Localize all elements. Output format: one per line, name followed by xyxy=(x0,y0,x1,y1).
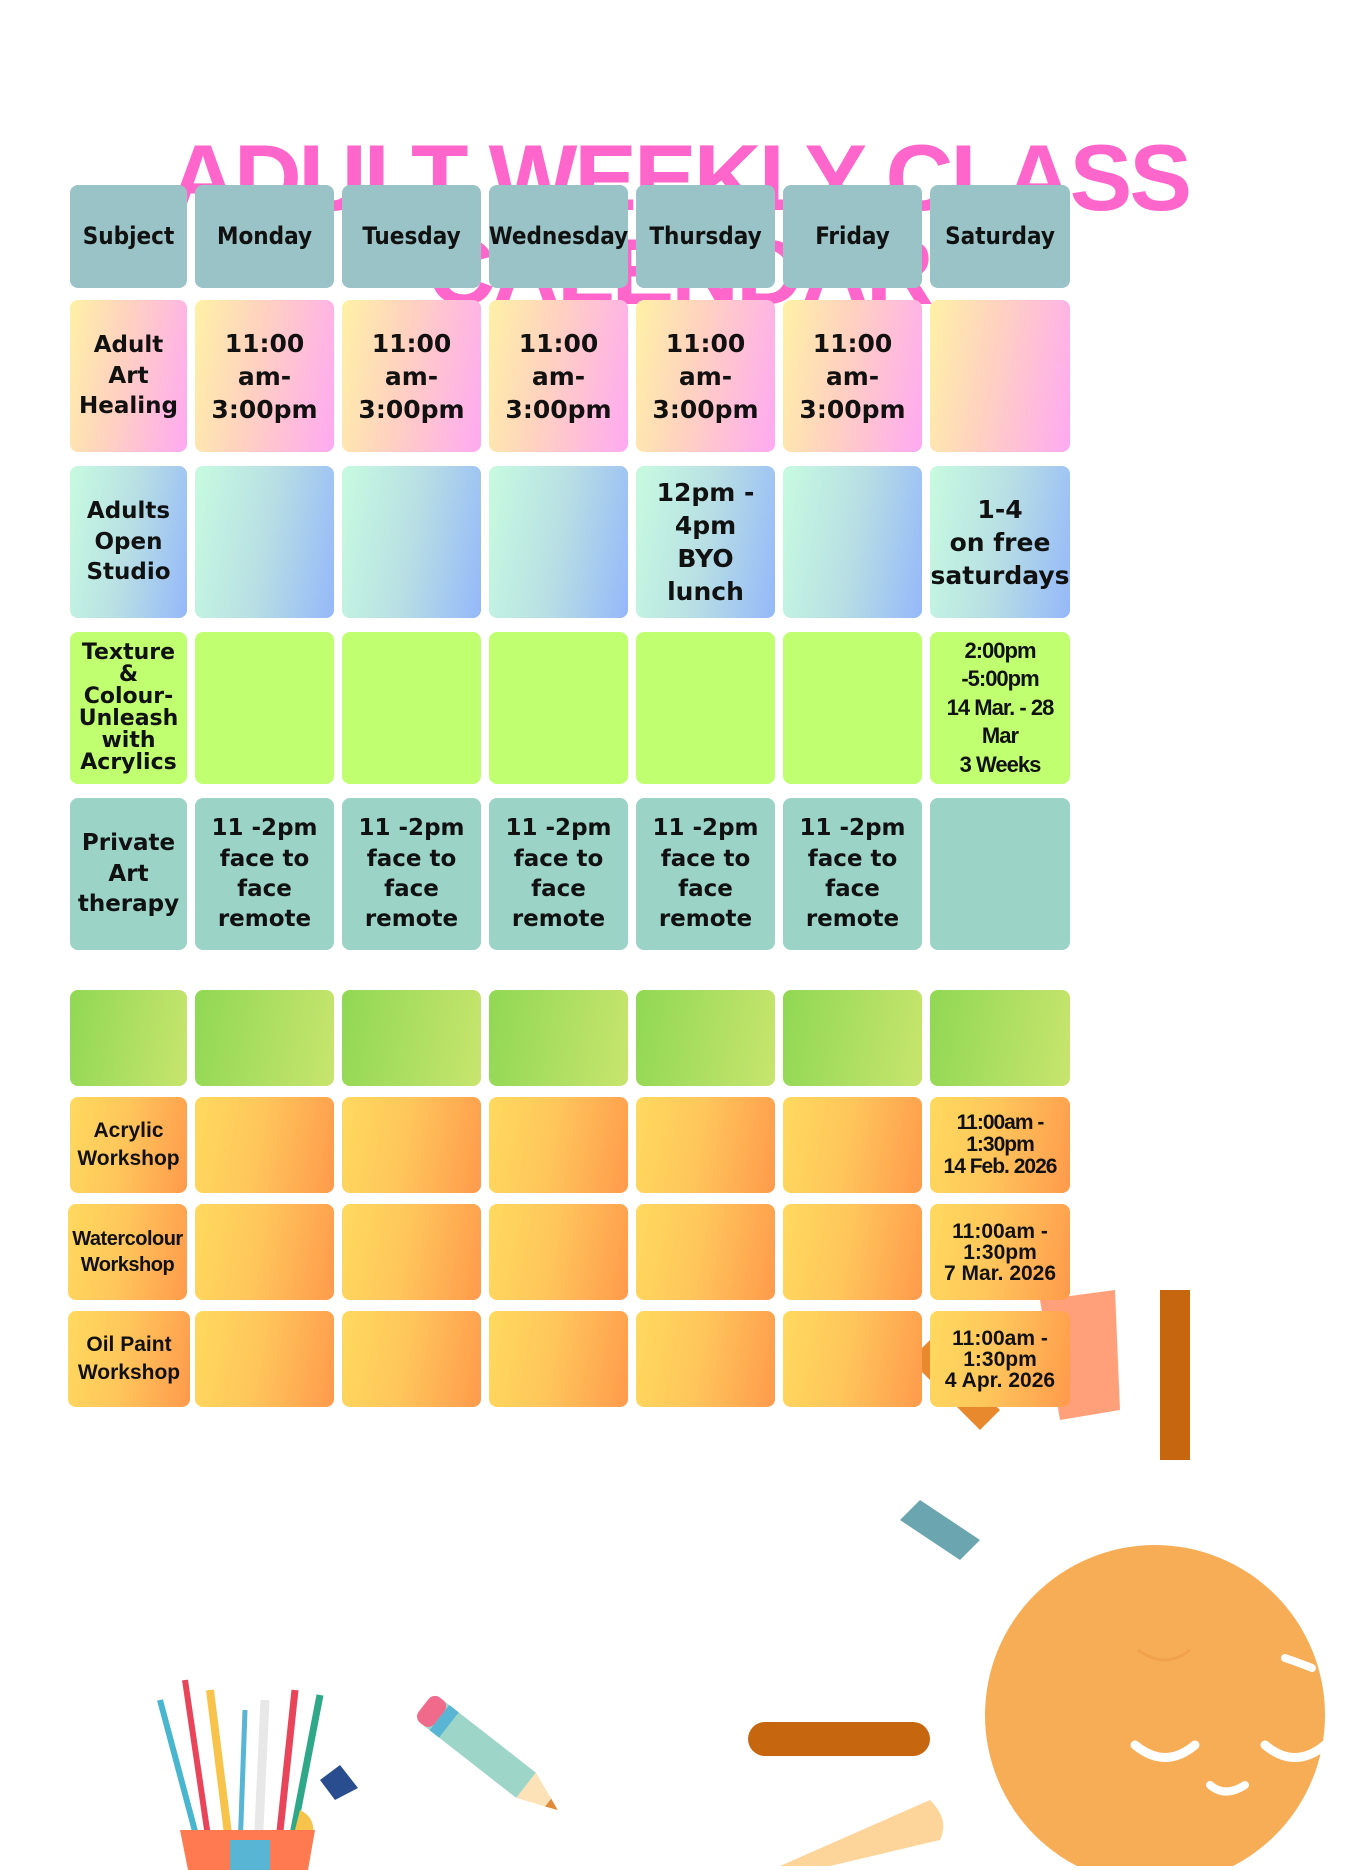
workshop-cell xyxy=(195,1204,334,1300)
schedule-cell: 12pm - 4pm BYO lunch xyxy=(636,466,775,618)
schedule-cell: 11:00 am- 3:00pm xyxy=(636,300,775,452)
workshop-cell xyxy=(195,1311,334,1407)
workshop-cell xyxy=(342,1204,481,1300)
schedule-cell: 11 -2pm face to face remote xyxy=(489,798,628,950)
schedule-cell xyxy=(636,632,775,784)
empty-green-cell xyxy=(783,990,922,1086)
header-thursday: Thursday xyxy=(636,185,775,288)
workshop-cell xyxy=(783,1097,922,1193)
subject-adult-art-healing: Adult Art Healing xyxy=(70,300,187,452)
empty-green-cell xyxy=(930,990,1070,1086)
schedule-cell: 11 -2pm face to face remote xyxy=(342,798,481,950)
workshop-saturday-cell: 11:00am - 1:30pm 4 Apr. 2026 xyxy=(930,1311,1070,1407)
workshop-cell xyxy=(195,1097,334,1193)
schedule-cell xyxy=(342,632,481,784)
empty-green-cell xyxy=(195,990,334,1086)
schedule-cell: 11 -2pm face to face remote xyxy=(783,798,922,950)
schedule-cell: 11 -2pm face to face remote xyxy=(195,798,334,950)
header-friday: Friday xyxy=(783,185,922,288)
schedule-cell: 11:00 am- 3:00pm xyxy=(195,300,334,452)
subject-acrylic-workshop: Acrylic Workshop xyxy=(70,1097,187,1193)
workshop-cell xyxy=(783,1311,922,1407)
schedule-cell: 2:00pm -5:00pm 14 Mar. - 28 Mar 3 Weeks xyxy=(930,632,1070,784)
empty-green-cell xyxy=(636,990,775,1086)
pencil-icon xyxy=(417,1695,558,1810)
schedule-cell xyxy=(930,300,1070,452)
workshop-cell xyxy=(489,1097,628,1193)
subject-adults-open-studio: Adults Open Studio xyxy=(70,466,187,618)
workshop-saturday-cell: 11:00am - 1:30pm 7 Mar. 2026 xyxy=(930,1204,1070,1300)
paint-brush-cup-icon xyxy=(157,1679,358,1870)
subject-oil-paint-workshop: Oil Paint Workshop xyxy=(68,1311,190,1407)
schedule-cell xyxy=(783,632,922,784)
subject-private-art-therapy: Private Art therapy xyxy=(70,798,187,950)
workshop-saturday-cell: 11:00am - 1:30pm 14 Feb. 2026 xyxy=(930,1097,1070,1193)
schedule-cell xyxy=(489,466,628,618)
schedule-cell: 1-4 on free saturdays xyxy=(930,466,1070,618)
empty-green-cell xyxy=(70,990,187,1086)
workshop-cell xyxy=(636,1204,775,1300)
header-wednesday: Wednesday xyxy=(489,185,628,288)
empty-green-cell xyxy=(342,990,481,1086)
schedule-cell xyxy=(195,466,334,618)
workshop-cell xyxy=(636,1311,775,1407)
workshop-cell xyxy=(342,1311,481,1407)
header-saturday: Saturday xyxy=(930,185,1070,288)
schedule-cell: 11:00 am- 3:00pm xyxy=(342,300,481,452)
header-subject: Subject xyxy=(70,185,187,288)
schedule-cell: 11:00 am- 3:00pm xyxy=(489,300,628,452)
subject-texture-colour: Texture & Colour- Unleash with Acrylics xyxy=(70,632,187,784)
schedule-cell xyxy=(783,466,922,618)
subject-watercolour-workshop: Watercolour Workshop xyxy=(68,1204,187,1300)
workshop-cell xyxy=(489,1311,628,1407)
schedule-cell xyxy=(489,632,628,784)
header-monday: Monday xyxy=(195,185,334,288)
empty-green-cell xyxy=(489,990,628,1086)
workshop-cell xyxy=(342,1097,481,1193)
workshop-cell xyxy=(783,1204,922,1300)
workshop-cell xyxy=(489,1204,628,1300)
header-tuesday: Tuesday xyxy=(342,185,481,288)
schedule-cell: 11 -2pm face to face remote xyxy=(636,798,775,950)
schedule-cell xyxy=(342,466,481,618)
schedule-cell xyxy=(930,798,1070,950)
schedule-cell: 11:00 am- 3:00pm xyxy=(783,300,922,452)
workshop-cell xyxy=(636,1097,775,1193)
schedule-cell xyxy=(195,632,334,784)
